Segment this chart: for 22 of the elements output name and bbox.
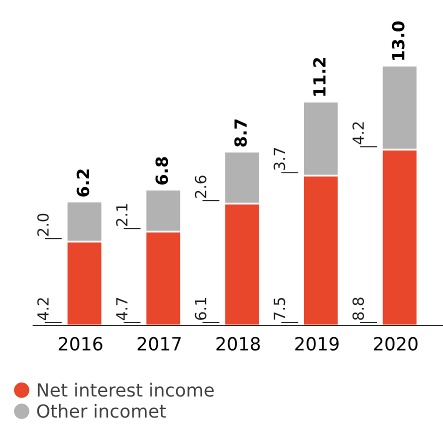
data-label: 2.1 [116,204,128,226]
data-label: 2.0 [37,214,49,236]
total-label: 8.7 [234,119,247,147]
total-label: 6.8 [155,157,168,185]
data-label: 8.8 [352,298,364,320]
data-label: 4.2 [37,298,49,320]
legend-label: Net interest income [38,382,214,397]
data-label: 3.7 [274,148,286,170]
x-tick-label: 2019 [295,336,339,351]
x-tick-label: 2020 [374,336,418,351]
data-label: 6.1 [194,298,206,320]
data-label: 4.2 [352,122,364,144]
data-label: 4.7 [116,298,128,320]
data-label: 7.5 [274,298,286,320]
total-label: 11.2 [313,58,326,96]
data-label: 2.6 [194,176,206,198]
total-label: 13.0 [392,21,404,60]
total-label: 6.2 [76,170,90,197]
x-tick-label: 2018 [216,336,260,351]
x-tick-label: 2017 [138,336,181,351]
x-tick-label: 2016 [58,336,102,351]
legend-label: Other incomet [37,404,166,418]
